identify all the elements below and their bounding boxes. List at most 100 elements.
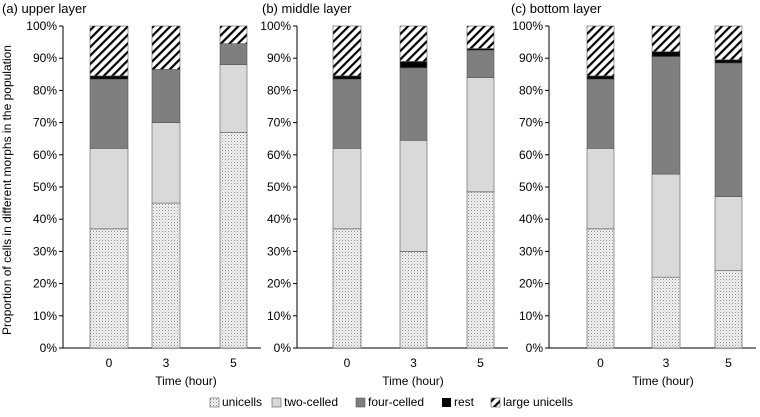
bar-segment-unicells	[332, 228, 362, 349]
bar-segment-unicells	[399, 251, 428, 349]
bar-segment-four-celled	[151, 69, 181, 123]
y-tick-label: 40%	[519, 212, 543, 226]
bar-segment-unicells	[714, 270, 743, 349]
y-tick-label: 10%	[519, 309, 543, 323]
y-tick-label: 30%	[519, 244, 543, 258]
legend-swatch-four-celled	[355, 397, 366, 408]
x-tick-label: 5	[477, 356, 484, 370]
y-axis-title: Proportion of cells in different morphs …	[0, 45, 14, 335]
bar-segment-four-celled	[399, 67, 428, 141]
bar-segment-unicells	[466, 191, 495, 349]
bar-segment-unicells	[586, 228, 615, 349]
x-tick-label: 0	[597, 356, 604, 370]
x-tick-label: 0	[106, 356, 113, 370]
y-tick-label: 0%	[40, 341, 58, 355]
legend-label-large-unicells: large unicells	[503, 395, 573, 409]
bar-segment-four-celled	[714, 62, 743, 197]
y-tick-label: 80%	[267, 83, 291, 97]
bar-segment-four-celled	[332, 78, 362, 149]
bar-segment-two-celled	[714, 196, 743, 272]
y-tick-label: 50%	[519, 180, 543, 194]
x-tick-label: 3	[663, 356, 670, 370]
bar-segment-two-celled	[151, 122, 181, 204]
y-tick-label: 60%	[33, 148, 57, 162]
legend-label-two-celled: two-celled	[284, 395, 338, 409]
bar-segment-four-celled	[466, 49, 495, 78]
bar-segment-rest	[714, 59, 743, 64]
y-tick-label: 20%	[519, 277, 543, 291]
bar-segment-large-unicells	[332, 25, 362, 77]
plot-layer: 0%10%20%30%40%50%60%70%80%90%100%0 3 50%10…	[26, 19, 756, 370]
bar-segment-rest	[399, 61, 428, 69]
bar-segment-two-celled	[89, 148, 129, 230]
y-tick-label: 70%	[33, 116, 57, 130]
x-axis-title-a: Time (hour)	[155, 374, 217, 388]
bar-segment-rest	[332, 75, 362, 80]
bar-segment-two-celled	[466, 77, 495, 193]
bar-segment-four-celled	[89, 78, 129, 149]
bar-segment-large-unicells	[399, 25, 428, 62]
bar-segment-large-unicells	[714, 25, 743, 61]
legend-swatch-rest	[442, 398, 451, 407]
bar-segment-unicells	[219, 131, 248, 349]
legend-swatch-two-celled	[271, 397, 282, 408]
legend-swatch-unicells	[209, 397, 220, 408]
y-tick-label: 10%	[267, 309, 291, 323]
x-axis-title-c: Time (hour)	[632, 374, 694, 388]
y-tick-label: 20%	[267, 277, 291, 291]
y-tick-label: 40%	[267, 212, 291, 226]
y-tick-label: 10%	[33, 309, 57, 323]
bar-segment-rest	[89, 75, 129, 80]
bar-segment-large-unicells	[466, 25, 495, 49]
x-axis-title-b: Time (hour)	[382, 374, 444, 388]
bar-segment-rest	[586, 75, 615, 80]
y-tick-label: 50%	[33, 180, 57, 194]
legend-label-unicells: unicells	[222, 395, 262, 409]
y-tick-label: 50%	[267, 180, 291, 194]
y-tick-label: 30%	[33, 244, 57, 258]
y-tick-label: 30%	[267, 244, 291, 258]
y-tick-label: 90%	[33, 51, 57, 65]
y-tick-label: 60%	[519, 148, 543, 162]
bar-segment-two-celled	[651, 173, 681, 278]
legend-label-four-celled: four-celled	[368, 395, 424, 409]
y-tick-label: 0%	[274, 341, 292, 355]
bar-segment-two-celled	[219, 64, 248, 133]
bar-segment-four-celled	[219, 43, 248, 65]
y-tick-label: 0%	[526, 341, 544, 355]
y-tick-label: 100%	[260, 19, 291, 33]
bar-segment-unicells	[151, 202, 181, 349]
legend-label-rest: rest	[454, 395, 475, 409]
x-tick-label: 5	[230, 356, 237, 370]
panel-title-a: (a) upper layer	[2, 1, 87, 16]
y-tick-label: 80%	[33, 83, 57, 97]
y-tick-label: 60%	[267, 148, 291, 162]
bar-segment-large-unicells	[151, 25, 181, 70]
x-tick-label: 0	[344, 356, 351, 370]
legend: unicells two-celled four-celled rest lar…	[209, 395, 573, 409]
bar-segment-large-unicells	[89, 25, 129, 77]
y-tick-label: 90%	[519, 51, 543, 65]
panel-title-b: (b) middle layer	[262, 1, 352, 16]
y-tick-label: 70%	[267, 116, 291, 130]
bar-segment-two-celled	[586, 148, 615, 230]
y-tick-label: 100%	[26, 19, 57, 33]
y-tick-label: 70%	[519, 116, 543, 130]
bar-segment-four-celled	[651, 56, 681, 175]
x-tick-label: 3	[163, 356, 170, 370]
y-tick-label: 100%	[512, 19, 543, 33]
legend-swatch-large-unicells	[490, 397, 501, 408]
bar-segment-unicells	[651, 276, 681, 349]
bar-segment-two-celled	[332, 148, 362, 230]
bar-segment-large-unicells	[219, 25, 248, 45]
bar-segment-large-unicells	[586, 25, 615, 77]
bar-segment-rest	[651, 51, 681, 57]
y-tick-label: 80%	[519, 83, 543, 97]
y-tick-label: 40%	[33, 212, 57, 226]
x-tick-label: 5	[725, 356, 732, 370]
bar-segment-large-unicells	[651, 25, 681, 53]
bar-segment-four-celled	[586, 78, 615, 149]
y-tick-label: 90%	[267, 51, 291, 65]
